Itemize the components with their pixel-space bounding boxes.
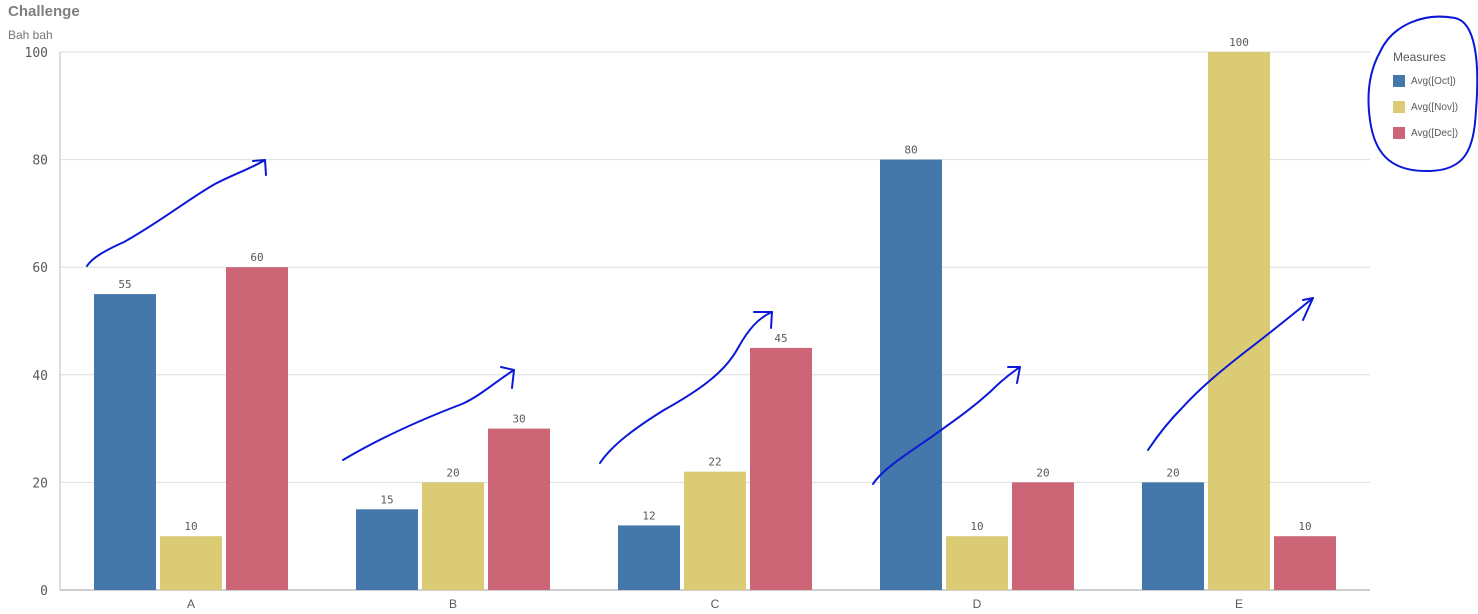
bar[interactable] xyxy=(880,159,942,590)
x-tick-label: D xyxy=(973,597,982,611)
annotation-arrow-b xyxy=(342,369,515,461)
chart-title: Challenge xyxy=(8,3,80,20)
y-tick-label: 20 xyxy=(32,476,48,491)
bar-value-label: 12 xyxy=(642,509,655,522)
bar[interactable] xyxy=(356,509,418,590)
legend-item[interactable]: Avg([Dec]) xyxy=(1393,124,1468,142)
y-tick-label: 80 xyxy=(32,154,48,169)
annotation-arrow-c xyxy=(599,311,773,464)
bar-value-label: 60 xyxy=(250,251,263,264)
annotation-arrowhead-a xyxy=(252,159,267,176)
bar[interactable] xyxy=(226,267,288,590)
legend-label: Avg([Dec]) xyxy=(1411,127,1459,139)
annotation-legend-circle xyxy=(1367,15,1478,173)
bar-value-label: 20 xyxy=(446,466,459,479)
bar[interactable] xyxy=(1142,482,1204,590)
bar-value-label: 80 xyxy=(904,144,917,157)
chart-subtitle: Bah bah xyxy=(8,28,53,42)
bars xyxy=(94,52,1336,590)
bar[interactable] xyxy=(684,471,746,590)
x-tick-label: A xyxy=(187,597,195,611)
hand-drawn-annotations xyxy=(86,15,1478,485)
x-tick-label: B xyxy=(449,597,457,611)
legend-swatch xyxy=(1393,75,1405,87)
annotation-arrow-e xyxy=(1147,297,1314,451)
legend-label: Avg([Nov]) xyxy=(1411,101,1459,113)
bar[interactable] xyxy=(1274,536,1336,590)
bar[interactable] xyxy=(160,536,222,590)
bar[interactable] xyxy=(422,482,484,590)
bar[interactable] xyxy=(1208,52,1270,590)
axes: 0 20 40 60 80 100 A B C D E xyxy=(25,46,1370,611)
y-tick-label: 100 xyxy=(25,46,48,61)
bar[interactable] xyxy=(1012,482,1074,590)
bar[interactable] xyxy=(94,294,156,590)
bar-value-label: 20 xyxy=(1036,466,1049,479)
y-tick-label: 40 xyxy=(32,369,48,384)
bar-value-label: 10 xyxy=(184,520,197,533)
legend-swatch xyxy=(1393,127,1405,139)
bar[interactable] xyxy=(750,347,812,590)
bar-value-label: 10 xyxy=(970,520,983,533)
annotation-arrowhead-c xyxy=(753,311,773,329)
legend: Measures Avg([Oct]) Avg([Nov]) Avg([Dec]) xyxy=(1378,50,1468,142)
bar-value-label: 55 xyxy=(118,278,131,291)
bar-value-label: 100 xyxy=(1229,36,1249,49)
annotation-arrowhead-b xyxy=(500,366,515,389)
bar-value-label: 10 xyxy=(1298,520,1311,533)
bar-value-label: 15 xyxy=(380,493,393,506)
legend-item[interactable]: Avg([Oct]) xyxy=(1393,72,1468,90)
legend-swatch xyxy=(1393,101,1405,113)
bar-value-label: 45 xyxy=(774,332,787,345)
bar-value-label: 22 xyxy=(708,456,721,469)
legend-item[interactable]: Avg([Nov]) xyxy=(1393,98,1468,116)
annotation-arrowhead-e xyxy=(1302,297,1314,321)
y-tick-label: 0 xyxy=(40,584,48,599)
x-tick-label: E xyxy=(1235,597,1243,611)
value-labels: 55 10 60 15 20 30 12 22 45 80 10 20 20 100 10 xyxy=(118,36,1311,533)
bar-value-label: 30 xyxy=(512,413,525,426)
annotation-arrow-d xyxy=(872,366,1021,485)
bar[interactable] xyxy=(488,428,550,590)
legend-label: Avg([Oct]) xyxy=(1411,75,1456,87)
annotation-arrowhead-d xyxy=(1007,366,1021,384)
x-tick-label: C xyxy=(711,597,720,611)
bar-value-label: 20 xyxy=(1166,466,1179,479)
y-tick-label: 60 xyxy=(32,261,48,276)
legend-title: Measures xyxy=(1393,50,1446,64)
bar[interactable] xyxy=(618,525,680,590)
annotation-arrow-a xyxy=(86,159,266,267)
bar[interactable] xyxy=(946,536,1008,590)
